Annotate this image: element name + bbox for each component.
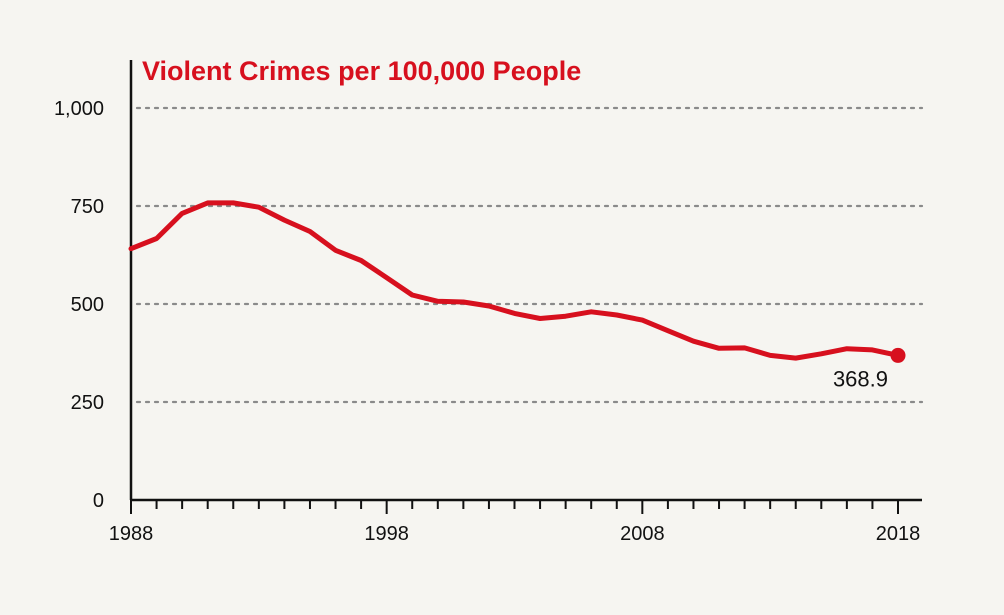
x-tick-label: 2008	[620, 523, 665, 545]
annotations: 368.9	[833, 347, 906, 391]
chart-title: Violent Crimes per 100,000 People	[142, 56, 581, 86]
y-tick-label: 1,000	[54, 98, 104, 120]
tick-labels: 0 250 500 750 1,000 1988 1998 2008 2018	[54, 98, 920, 545]
y-tick-label: 750	[71, 196, 104, 218]
y-tick-label: 250	[71, 392, 104, 414]
series-line	[128, 200, 901, 361]
end-point-marker	[890, 347, 906, 363]
x-tick-label: 1998	[364, 523, 409, 545]
x-tick-label: 1988	[109, 523, 154, 545]
y-tick-label: 500	[71, 294, 104, 316]
y-tick-label: 0	[93, 490, 104, 512]
x-tick-label: 2018	[876, 523, 921, 545]
end-value-label: 368.9	[833, 366, 888, 391]
series	[128, 200, 901, 361]
axes	[129, 60, 922, 514]
